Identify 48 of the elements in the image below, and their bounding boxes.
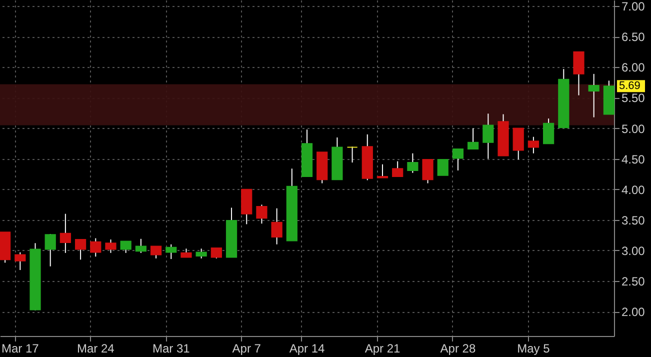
x-tick-label: May 5 <box>517 342 550 356</box>
candlestick <box>271 208 282 245</box>
candlestick <box>166 244 177 260</box>
candlestick <box>256 204 268 224</box>
annotation: 5.69 <box>619 80 640 92</box>
candlestick <box>588 73 600 118</box>
candlestick <box>150 246 162 259</box>
x-tick-label: Mar 24 <box>76 342 115 356</box>
y-tick-label: 5.00 <box>622 122 646 136</box>
candlestick <box>210 248 222 259</box>
candlestick <box>573 51 584 96</box>
candlestick <box>105 238 116 254</box>
candlestick <box>468 128 479 150</box>
x-tick-label: Apr 21 <box>364 342 400 356</box>
candlestick <box>196 248 207 259</box>
candlestick <box>528 136 540 154</box>
x-tick-label: Apr 28 <box>440 342 476 356</box>
candlestick <box>14 252 26 271</box>
candlestick <box>74 238 86 260</box>
y-tick-label: 6.00 <box>622 60 646 75</box>
candlestick <box>452 148 464 171</box>
y-tick-label: 2.50 <box>622 274 646 289</box>
y-tick-label: 7.00 <box>622 0 646 14</box>
y-tick-label: 2.00 <box>622 305 646 320</box>
y-tick-label: 3.00 <box>622 244 646 258</box>
candlestick <box>542 118 554 144</box>
y-tick-label: 6.50 <box>622 30 646 44</box>
candlestick <box>376 164 388 178</box>
candlestick <box>44 233 56 267</box>
y-tick-label: 4.50 <box>622 152 646 166</box>
candlestick <box>392 160 404 178</box>
x-tick-label: Mar 31 <box>152 342 190 356</box>
candlestick <box>422 158 434 184</box>
x-tick-label: Mar 17 <box>1 342 40 356</box>
x-tick-label: Apr 14 <box>289 342 325 356</box>
x-tick-label: Apr 7 <box>232 342 262 356</box>
candlestick <box>407 152 418 174</box>
candlestick <box>120 240 132 254</box>
candlestick <box>346 146 358 163</box>
candlestick <box>60 213 72 254</box>
candlestick <box>135 238 146 254</box>
candlestick <box>482 113 494 160</box>
candlestick <box>90 238 102 258</box>
y-tick-label: 4.00 <box>622 182 646 197</box>
candlestick <box>437 158 448 176</box>
y-tick-label: 5.50 <box>622 91 646 106</box>
y-tick-label: 3.50 <box>622 213 646 228</box>
candlestick <box>512 128 524 160</box>
